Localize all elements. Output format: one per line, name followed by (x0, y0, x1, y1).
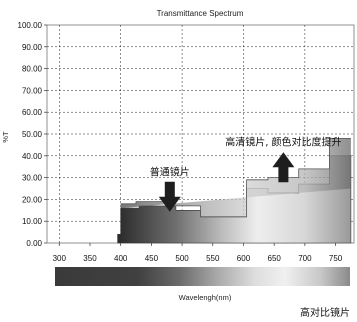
y-tick-label-3: 30.00 (22, 174, 43, 183)
series-line-1 (120, 137, 351, 218)
x-tick-label-4: 500 (175, 254, 189, 263)
y-tick-label-7: 70.00 (22, 86, 43, 95)
x-tick-label-9: 750 (329, 254, 343, 263)
x-tick-label-1: 350 (83, 254, 97, 263)
spectrum-color-bar (55, 267, 350, 286)
chart-title: Transmittance Spectrum (157, 9, 244, 18)
annotation-arrow-0 (158, 181, 181, 212)
x-tick-label-2: 400 (114, 254, 128, 263)
x-tick-label-3: 450 (145, 254, 159, 263)
x-tick-label-8: 700 (298, 254, 312, 263)
y-axis-label: %T (1, 131, 10, 143)
x-tick-label-7: 650 (268, 254, 282, 263)
y-tick-labels: 0.00 10.00 20.00 30.00 40.00 50.00 60.00 70.00 8… (18, 21, 47, 248)
annotation-text-0: 普通镜片 (150, 166, 190, 179)
y-tick-label-10: 100.00 (18, 21, 43, 30)
x-tick-label-0: 300 (53, 254, 67, 263)
y-tick-label-6: 60.00 (22, 108, 43, 117)
series-areas (117, 137, 352, 244)
y-tick-label-5: 50.00 (22, 130, 43, 139)
x-tick-label-5: 550 (206, 254, 220, 263)
y-tick-label-9: 90.00 (22, 43, 43, 52)
y-tick-label-0: 0.00 (26, 239, 42, 248)
y-tick-label-8: 80.00 (22, 65, 43, 74)
annotation-text-1: 高清镜片, 颜色对比度提升 (225, 135, 341, 148)
x-tick-labels: 300 350 400 450 500 550 600 650 700 750 (53, 243, 343, 263)
x-tick-label-6: 600 (237, 254, 251, 263)
y-tick-label-2: 20.00 (22, 195, 43, 204)
chart-caption: 高对比镜片 (300, 306, 350, 319)
y-tick-label-4: 40.00 (22, 152, 43, 161)
annotation-arrow-1 (272, 152, 295, 183)
x-axis-label: Wavelengh(nm) (179, 293, 232, 302)
annotations: 普通镜片 高清镜片, 颜色对比度提升 (150, 135, 342, 212)
y-tick-label-1: 10.00 (22, 217, 43, 226)
series-area-1 (120, 138, 351, 217)
